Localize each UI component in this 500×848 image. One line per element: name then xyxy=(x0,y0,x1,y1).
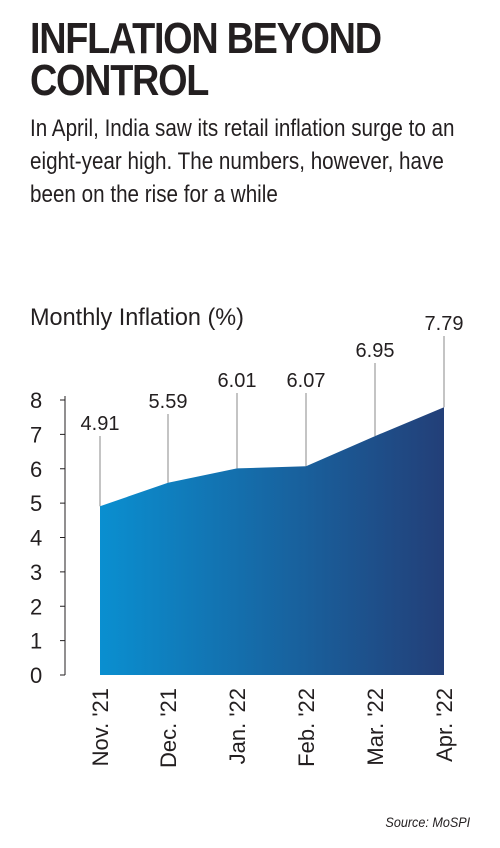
inflation-area xyxy=(100,407,444,675)
y-tick-label: 3 xyxy=(30,560,42,585)
data-label: 6.01 xyxy=(218,370,257,392)
y-tick-label: 1 xyxy=(30,629,42,654)
y-tick-label: 6 xyxy=(30,457,42,482)
x-tick-label: Dec. '21 xyxy=(156,688,181,768)
deck-text: In April, India saw its retail inflation… xyxy=(30,115,455,208)
x-tick-label: Nov. '21 xyxy=(88,688,113,766)
x-tick-label: Jan. '22 xyxy=(225,688,250,764)
y-tick-label: 5 xyxy=(30,491,42,516)
source-note: Source: MoSPI xyxy=(385,814,470,830)
y-tick-label: 0 xyxy=(30,663,42,688)
y-tick-label: 2 xyxy=(30,594,42,619)
y-tick-label: 8 xyxy=(30,388,42,413)
x-tick-label: Apr. '22 xyxy=(432,688,457,762)
x-tick-label: Feb. '22 xyxy=(294,688,319,767)
headline: INFLATION BEYOND CONTROL xyxy=(30,14,382,105)
data-label: 6.07 xyxy=(287,370,326,392)
x-axis-labels: Nov. '21 Dec. '21 Jan. '22 Feb. '22 Mar. '22… xyxy=(88,688,457,768)
y-tick-label: 4 xyxy=(30,526,42,551)
data-label: 7.79 xyxy=(425,313,464,335)
y-axis-ticks: 0 1 2 3 4 5 6 7 8 xyxy=(30,388,65,688)
data-labels: 4.91 5.59 6.01 6.07 6.95 7.79 xyxy=(81,313,464,435)
chart-title: Monthly Inflation (%) xyxy=(30,304,244,331)
data-label: 4.91 xyxy=(81,413,120,435)
y-tick-label: 7 xyxy=(30,422,42,447)
leader-lines xyxy=(99,336,445,507)
data-label: 5.59 xyxy=(149,391,188,413)
data-label: 6.95 xyxy=(356,340,395,362)
x-tick-label: Mar. '22 xyxy=(363,688,388,766)
